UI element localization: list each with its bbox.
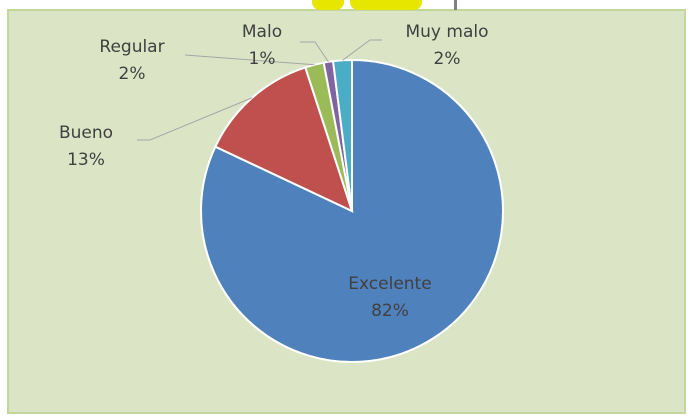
slice-label: Bueno [59,123,113,143]
decoration [312,0,344,10]
slice-value-label: 82% [371,301,409,321]
leader-line [137,97,253,141]
decoration [454,0,457,10]
slice-value-label: 2% [434,49,461,69]
pie-slice [214,66,354,213]
slice-label: Malo [242,22,282,42]
leader-line [342,39,382,61]
slice-label: Regular [99,37,164,57]
leader-line [184,54,315,66]
pie [200,58,504,363]
slice-value-label: 2% [119,64,146,84]
slice-value-label: 13% [67,150,105,170]
decoration [350,0,422,10]
leader-line [300,41,329,63]
slice-label: Excelente [348,274,431,294]
slice-label: Muy malo [405,22,488,42]
slice-value-label: 1% [249,49,276,69]
